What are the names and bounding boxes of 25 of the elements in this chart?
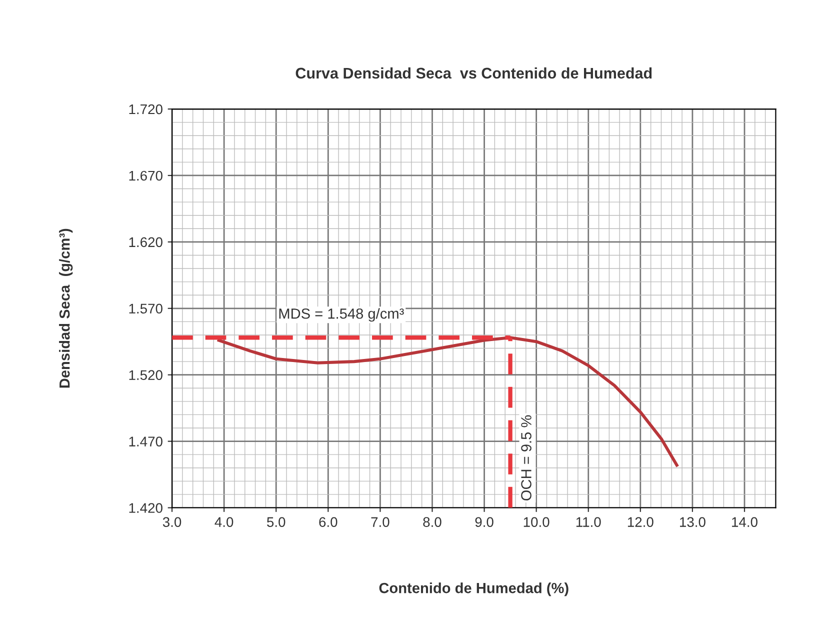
x-tick-label: 14.0 <box>732 517 758 527</box>
y-tick-label: 1.570 <box>129 304 162 314</box>
x-tick-label: 9.0 <box>475 517 494 527</box>
x-tick-label: 3.0 <box>162 517 182 527</box>
line-series <box>217 336 678 467</box>
x-tick-label: 11.0 <box>576 517 601 527</box>
y-tick-label: 1.420 <box>129 503 162 513</box>
y-tick-label: 1.670 <box>129 170 162 181</box>
x-axis-title: Contenido de Humedad (%) <box>379 582 568 596</box>
y-tick-label: 1.620 <box>129 237 162 248</box>
x-tick-label: 6.0 <box>319 517 338 527</box>
x-tick-label: 10.0 <box>524 517 550 527</box>
chart-title: Curva Densidad Seca vs Contenido de Humedad <box>296 67 652 79</box>
x-tick-label: 5.0 <box>267 517 286 527</box>
x-tick-label: 13.0 <box>680 517 706 527</box>
x-tick-label: 12.0 <box>628 517 654 527</box>
ref-line-label: OCH = 9.5 % <box>521 415 532 500</box>
y-tick-label: 1.470 <box>129 436 162 446</box>
x-tick-label: 7.0 <box>371 517 390 527</box>
y-tick-label: 1.720 <box>129 104 162 114</box>
x-tick-label: 4.0 <box>214 517 234 527</box>
x-tick-label: 8.0 <box>423 517 442 527</box>
y-tick-label: 1.520 <box>129 370 162 380</box>
ref-line-label: MDS = 1.548 g/cm³ <box>279 308 404 322</box>
y-axis-title: Densidad Seca (g/cm³) <box>59 228 73 388</box>
